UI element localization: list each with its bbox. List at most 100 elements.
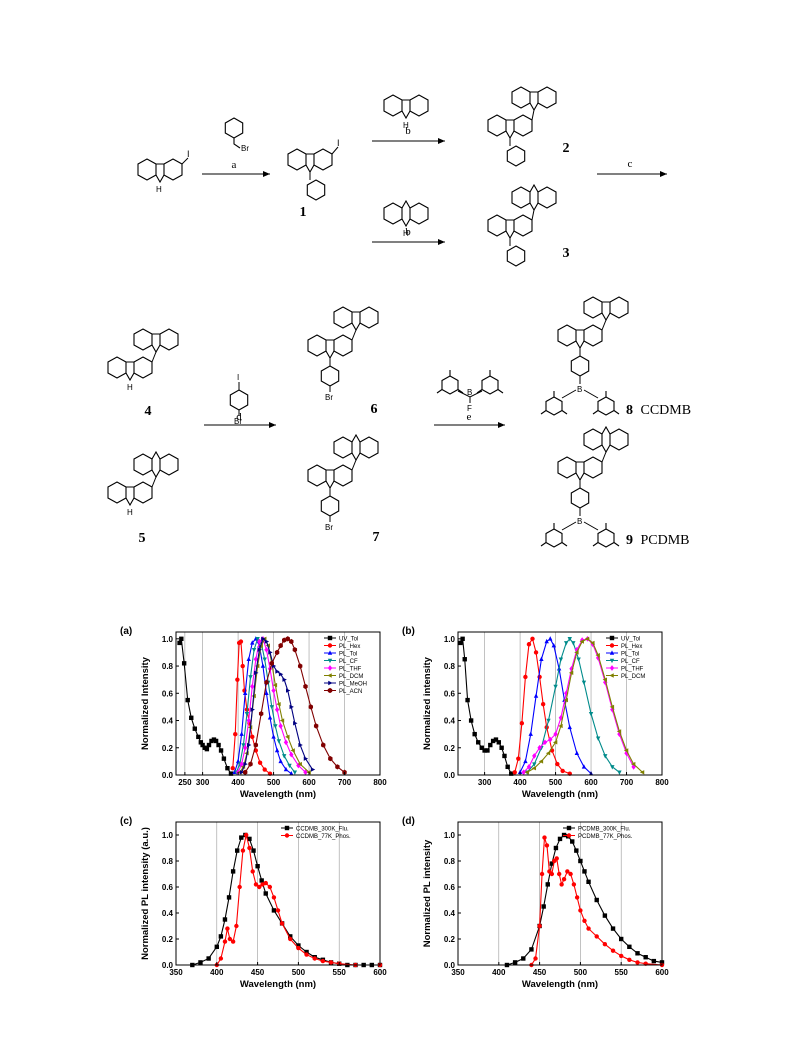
reagent-label-e: e	[467, 411, 472, 423]
data-point	[602, 942, 608, 947]
data-point	[233, 731, 238, 737]
reagent-label-c: c	[628, 158, 633, 170]
data-point	[238, 639, 244, 644]
data-point	[239, 770, 245, 775]
data-point	[250, 869, 255, 874]
atom-label-i-1: I	[337, 138, 340, 148]
data-point	[289, 704, 294, 710]
legend-label: PL_DCM	[621, 674, 645, 680]
compound-number-7: 7	[373, 530, 380, 545]
legend-marker	[327, 687, 333, 694]
x-axis-label: Wavelength (nm)	[522, 979, 598, 990]
x-tick-label: 500	[574, 968, 588, 977]
data-point	[623, 748, 629, 753]
data-point	[243, 761, 248, 767]
data-point	[206, 956, 211, 961]
compound-number-3: 3	[563, 246, 570, 261]
data-point	[285, 734, 290, 740]
data-point	[247, 845, 252, 851]
legend-marker	[327, 635, 333, 641]
data-point	[275, 908, 281, 913]
legend-marker	[327, 665, 333, 671]
legend-marker	[609, 650, 615, 655]
y-tick-label: 0.0	[162, 771, 174, 780]
compound-name-pcdmb: PCDMB	[641, 533, 690, 548]
series-line	[179, 636, 232, 774]
legend-marker	[609, 673, 614, 678]
data-point	[213, 738, 219, 744]
data-point	[468, 718, 474, 723]
legend-label: PCDMB_300K_Flu.	[578, 827, 631, 833]
data-point	[635, 951, 640, 956]
x-tick-label: 550	[333, 968, 347, 977]
legend-marker	[327, 658, 333, 664]
data-point	[230, 869, 236, 874]
data-point	[262, 767, 267, 772]
atom-label-b-9: B	[577, 517, 582, 526]
data-point	[242, 744, 248, 751]
atom-label-nh: H	[156, 185, 162, 194]
data-point	[218, 934, 224, 939]
data-point	[556, 871, 562, 877]
data-point	[619, 953, 624, 959]
x-tick-label: 800	[373, 778, 387, 787]
legend-label: PL_THF	[339, 667, 362, 673]
data-point	[237, 884, 242, 890]
compound-9-structure: B	[540, 426, 629, 548]
x-tick-label: 500	[267, 778, 281, 787]
data-point	[581, 764, 587, 769]
data-point	[235, 848, 240, 853]
data-point	[542, 835, 547, 840]
data-point	[285, 688, 291, 693]
y-tick-label: 0.6	[162, 883, 174, 892]
data-point	[643, 955, 648, 960]
data-point	[248, 675, 253, 680]
y-axis-label: Normalized PL intensity (a.u.)	[140, 827, 151, 960]
y-tick-label: 0.2	[162, 744, 174, 753]
data-point	[595, 652, 600, 658]
data-point	[627, 944, 632, 949]
data-point	[549, 861, 555, 866]
data-point	[304, 952, 309, 957]
series-PL_CF	[524, 637, 622, 775]
compound-6-structure: Br	[307, 306, 379, 402]
iodobromobenzene-reagent: I Br	[229, 373, 249, 426]
data-point	[537, 923, 542, 929]
data-point	[539, 871, 545, 877]
data-point	[551, 642, 556, 648]
x-tick-label: 550	[615, 968, 629, 977]
data-point	[248, 761, 253, 767]
data-point	[234, 923, 239, 929]
data-point	[225, 765, 230, 771]
legend-label: PL_Tol	[339, 652, 357, 658]
data-point	[276, 701, 281, 707]
data-point	[558, 657, 564, 662]
series-PL_MeOH	[239, 636, 316, 775]
data-point	[200, 742, 205, 748]
dimesitylfluoroborane-reagent: B F	[436, 369, 504, 413]
benzyl-bromide: Br	[224, 117, 249, 153]
data-point	[230, 765, 235, 771]
data-point	[278, 723, 283, 729]
data-point	[617, 770, 622, 775]
data-point	[269, 660, 274, 666]
atom-label-br-d: Br	[234, 417, 242, 426]
compound-1-structure: I	[287, 138, 340, 201]
data-point	[496, 740, 501, 745]
compound-number-8: 8	[626, 403, 633, 418]
x-axis-label: Wavelength (nm)	[522, 789, 598, 800]
atom-label-br-7: Br	[325, 523, 333, 532]
y-tick-label: 1.0	[444, 831, 456, 840]
data-point	[651, 958, 657, 964]
data-point	[185, 697, 190, 703]
data-point	[242, 769, 248, 775]
data-point	[559, 882, 564, 887]
data-point	[576, 657, 581, 662]
x-tick-label: 400	[231, 778, 245, 787]
data-point	[260, 663, 266, 668]
y-axis-label: Normalized PL intensity	[422, 839, 433, 947]
data-point	[282, 754, 287, 759]
x-tick-label: 400	[492, 968, 506, 977]
series-PCDMB_77K_Phos.	[529, 835, 665, 968]
